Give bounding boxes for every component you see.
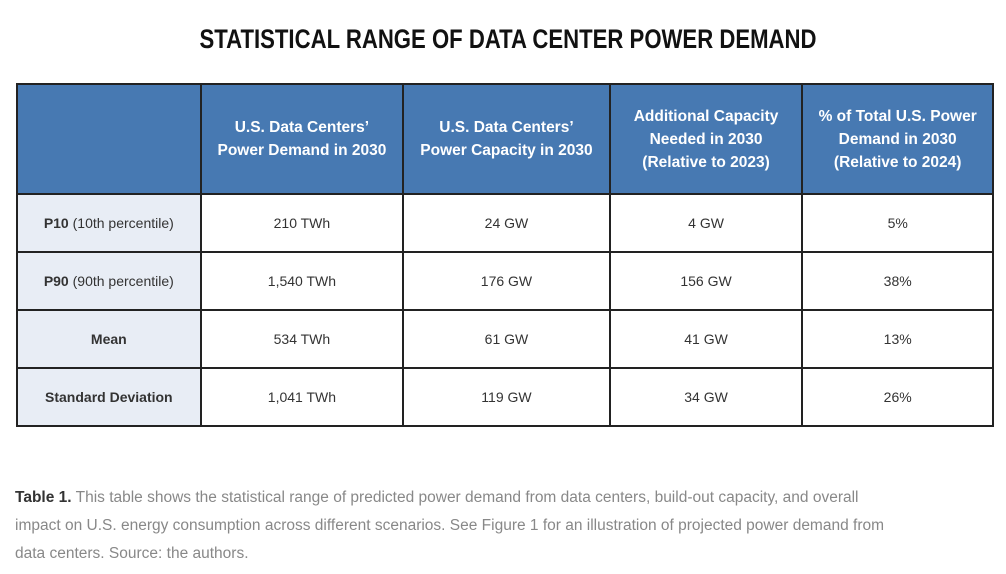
table-caption: Table 1. This table shows the statistica… bbox=[15, 484, 1006, 568]
cell-additional-capacity: 41 GW bbox=[608, 309, 804, 369]
header-line: (Relative to 2024) bbox=[833, 153, 962, 171]
row-label: P10 (10th percentile) bbox=[16, 193, 202, 253]
header-power-capacity: U.S. Data Centers’ Power Capacity in 203… bbox=[402, 83, 611, 195]
header-power-demand: U.S. Data Centers’ Power Demand in 2030 bbox=[199, 83, 405, 195]
header-line: (Relative to 2023) bbox=[642, 153, 770, 171]
header-line: Power Capacity in 2030 bbox=[420, 142, 593, 159]
header-line: Power Demand in 2030 bbox=[217, 142, 387, 159]
caption-line-2: impact on U.S. energy consumption across… bbox=[15, 517, 885, 534]
row-label-bold: Standard Deviation bbox=[45, 389, 173, 405]
caption-lead: Table 1. bbox=[15, 489, 72, 506]
header-line: U.S. Data Centers’ bbox=[234, 119, 370, 136]
cell-additional-capacity: 156 GW bbox=[608, 251, 804, 311]
cell-percent-total: 38% bbox=[801, 251, 994, 311]
row-label-bold: P10 bbox=[43, 215, 69, 231]
cell-power-demand: 1,041 TWh bbox=[199, 367, 405, 427]
table-header-row: U.S. Data Centers’ Power Demand in 2030 … bbox=[16, 83, 994, 195]
row-label: P90 (90th percentile) bbox=[16, 251, 202, 311]
header-line: U.S. Data Centers’ bbox=[439, 119, 574, 136]
row-label: Mean bbox=[16, 309, 202, 369]
cell-percent-total: 5% bbox=[801, 193, 994, 253]
cell-percent-total: 13% bbox=[801, 309, 994, 369]
header-line: Additional Capacity bbox=[633, 107, 779, 125]
cell-power-capacity: 119 GW bbox=[402, 367, 611, 427]
page-title: STATISTICAL RANGE OF DATA CENTER POWER D… bbox=[199, 24, 817, 54]
row-label-detail: (90th percentile) bbox=[68, 273, 174, 289]
statistics-table: U.S. Data Centers’ Power Demand in 2030 … bbox=[16, 83, 994, 427]
cell-power-capacity: 24 GW bbox=[402, 193, 611, 253]
row-label-detail: (10th percentile) bbox=[68, 215, 174, 231]
cell-power-demand: 534 TWh bbox=[199, 309, 405, 369]
table-row: Standard Deviation 1,041 TWh 119 GW 34 G… bbox=[16, 367, 994, 427]
row-label-bold: Mean bbox=[90, 331, 127, 347]
cell-power-capacity: 176 GW bbox=[402, 251, 611, 311]
header-line: Needed in 2030 bbox=[649, 130, 763, 148]
cell-additional-capacity: 4 GW bbox=[608, 193, 804, 253]
header-line: Demand in 2030 bbox=[838, 130, 957, 148]
cell-additional-capacity: 34 GW bbox=[608, 367, 804, 427]
table-row: P10 (10th percentile) 210 TWh 24 GW 4 GW… bbox=[16, 193, 994, 253]
header-additional-capacity: Additional Capacity Needed in 2030 (Rela… bbox=[608, 83, 804, 195]
caption-line-1: Table 1. This table shows the statistica… bbox=[15, 484, 1006, 512]
cell-power-demand: 210 TWh bbox=[199, 193, 405, 253]
cell-percent-total: 26% bbox=[801, 367, 994, 427]
caption-line-3: data centers. Source: the authors. bbox=[15, 545, 249, 562]
header-empty bbox=[16, 83, 202, 195]
row-label-bold: P90 bbox=[43, 273, 69, 289]
row-label: Standard Deviation bbox=[16, 367, 202, 427]
table-row: Mean 534 TWh 61 GW 41 GW 13% bbox=[16, 309, 994, 369]
header-line: % of Total U.S. Power bbox=[818, 107, 977, 125]
table-row: P90 (90th percentile) 1,540 TWh 176 GW 1… bbox=[16, 251, 994, 311]
caption-text: This table shows the statistical range o… bbox=[71, 489, 859, 506]
cell-power-capacity: 61 GW bbox=[402, 309, 611, 369]
cell-power-demand: 1,540 TWh bbox=[199, 251, 405, 311]
header-percent-total: % of Total U.S. Power Demand in 2030 (Re… bbox=[801, 83, 994, 195]
